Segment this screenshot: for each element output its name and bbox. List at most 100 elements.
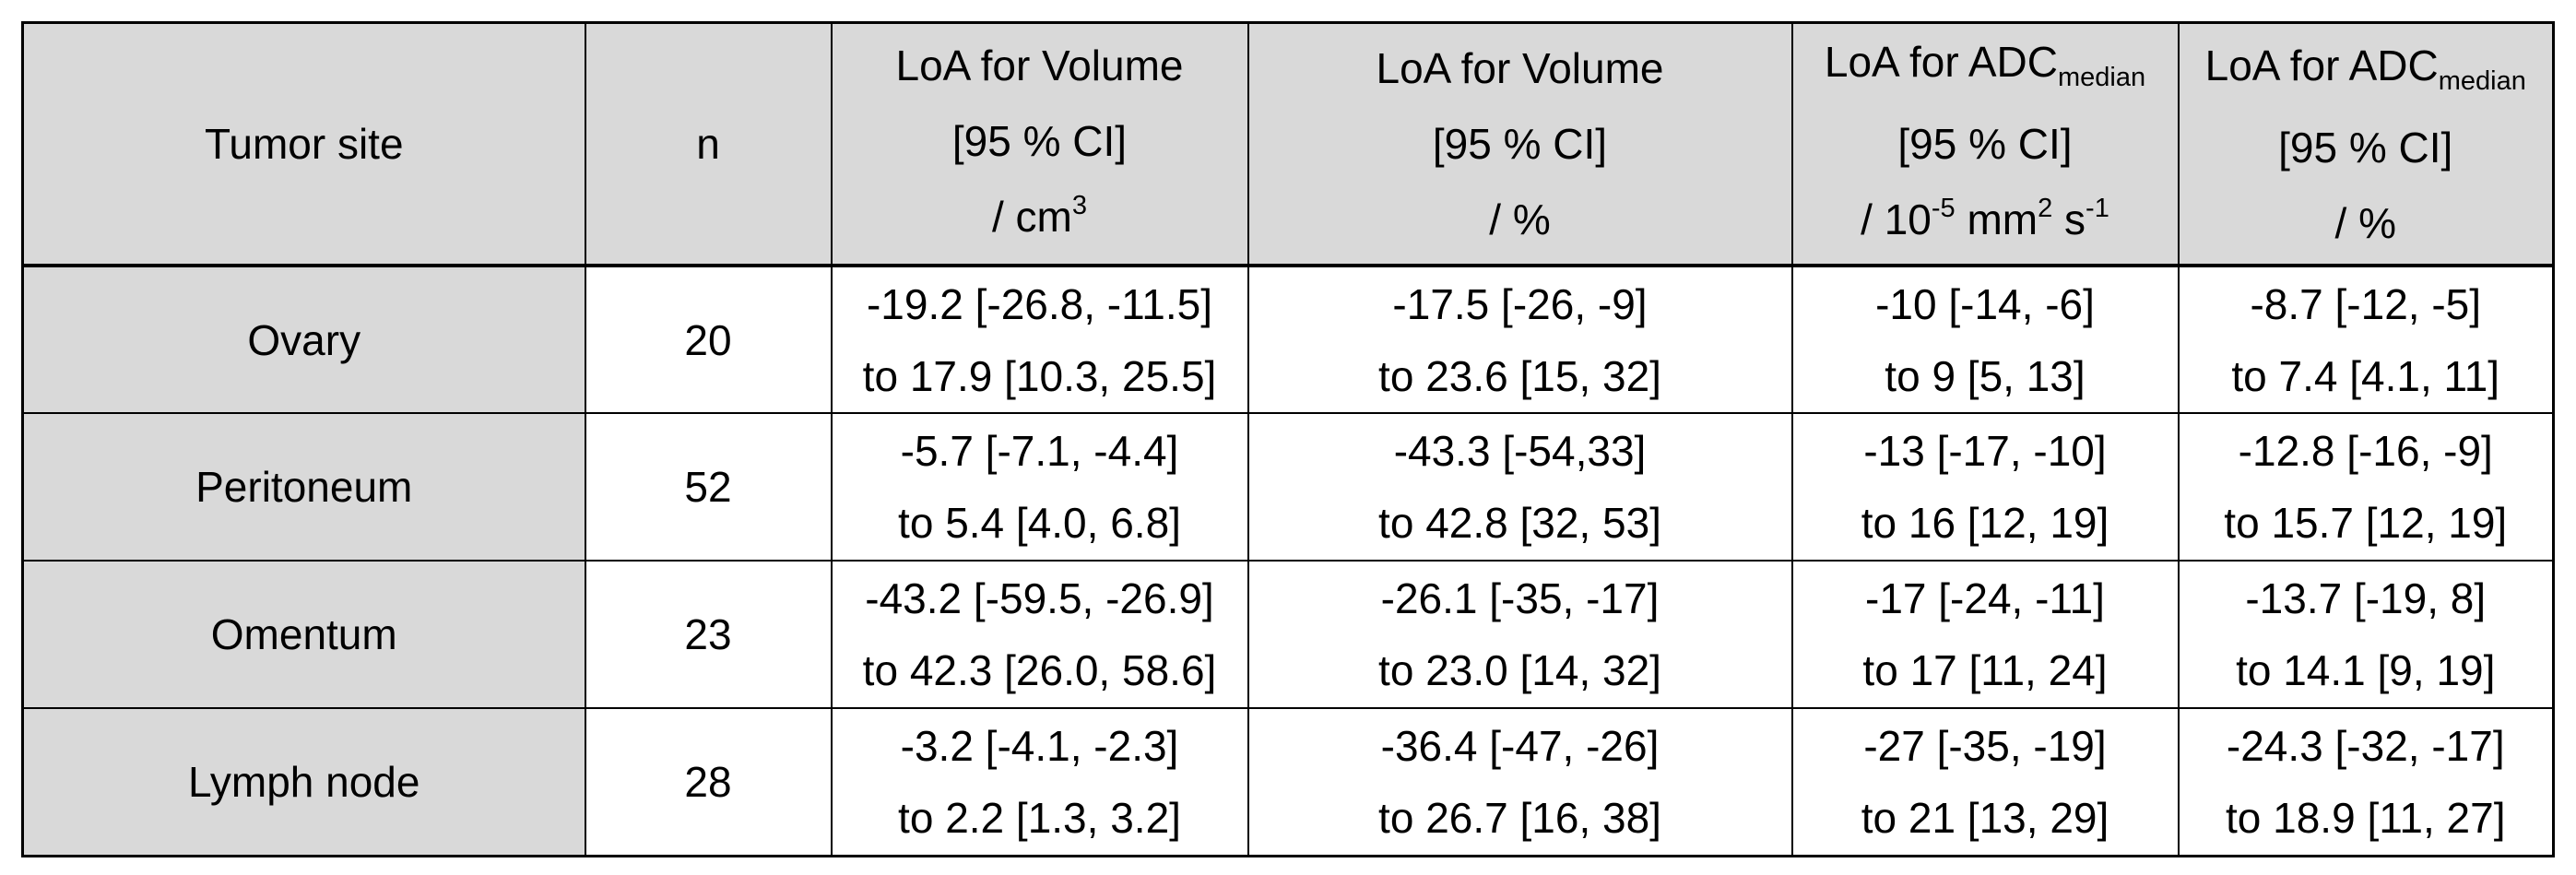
- table-row: Lymph node 28 -3.2 [-4.1, -2.3] to 2.2 [1.3…: [21, 707, 2555, 857]
- header-line: LoA for Volume: [833, 28, 1247, 103]
- header-line: [95 % CI]: [833, 103, 1247, 179]
- text-segment: s: [2052, 195, 2086, 243]
- cell-loa-volume-pct: -43.3 [-54,33] to 42.8 [32, 53]: [1247, 412, 1793, 562]
- cell-line: to 18.9 [11, 27]: [2226, 793, 2506, 842]
- cell-loa-volume-pct: -36.4 [-47, -26] to 26.7 [16, 38]: [1247, 707, 1793, 857]
- text-segment: [95 % CI]: [1432, 120, 1608, 168]
- cell-line: -3.2 [-4.1, -2.3]: [900, 721, 1179, 770]
- cell-tumor-site: Peritoneum: [21, 412, 586, 562]
- cell-line: -27 [-35, -19]: [1863, 721, 2107, 770]
- cell-line: -43.2 [-59.5, -26.9]: [865, 574, 1214, 622]
- cell-line: -5.7 [-7.1, -4.4]: [900, 427, 1179, 475]
- col-header-tumor-site: Tumor site: [21, 21, 586, 267]
- cell-loa-adc-median: -27 [-35, -19] to 21 [13, 29]: [1790, 707, 2180, 857]
- text-segment: LoA for Volume: [895, 41, 1184, 89]
- cell-line: -17 [-24, -11]: [1865, 574, 2105, 622]
- text-segment: LoA for Volume: [1376, 44, 1664, 92]
- cell-tumor-site: Omentum: [21, 560, 586, 709]
- loa-table: Tumor site n LoA for Volume [95 % CI] / cm…: [21, 21, 2555, 857]
- text-segment: / cm: [991, 192, 1072, 241]
- cell-line: to 42.8 [32, 53]: [1378, 499, 1661, 547]
- table-header: Tumor site n LoA for Volume [95 % CI] / cm…: [21, 21, 2555, 267]
- text-segment: LoA for ADC: [2204, 41, 2439, 89]
- cell-loa-adc-median-pct: -24.3 [-32, -17] to 18.9 [11, 27]: [2177, 707, 2555, 857]
- cell-line: to 17 [11, 24]: [1862, 646, 2108, 694]
- cell-line: -26.1 [-35, -17]: [1380, 574, 1660, 622]
- cell-line: to 17.9 [10.3, 25.5]: [862, 351, 1217, 400]
- text-segment: [95 % CI]: [2278, 123, 2453, 171]
- header-line: [95 % CI]: [1249, 106, 1791, 182]
- header-line: n: [586, 106, 831, 182]
- cell-loa-volume-cm3: -3.2 [-4.1, -2.3] to 2.2 [1.3, 3.2]: [830, 707, 1249, 857]
- cell-loa-adc-median-pct: -13.7 [-19, 8] to 14.1 [9, 19]: [2177, 560, 2555, 709]
- unit-sup-segment: -5: [1931, 194, 1956, 223]
- header-line: LoA for ADCmedian: [2180, 28, 2553, 110]
- cell-loa-adc-median-pct: -8.7 [-12, -5] to 7.4 [4.1, 11]: [2177, 265, 2555, 414]
- unit-sup-segment: -1: [2086, 194, 2109, 223]
- cell-n: 28: [584, 707, 833, 857]
- header-line: / %: [1249, 182, 1791, 257]
- cell-line: -10 [-14, -6]: [1875, 279, 2095, 328]
- cell-n: 20: [584, 265, 833, 414]
- cell-loa-volume-cm3: -19.2 [-26.8, -11.5] to 17.9 [10.3, 25.5]: [830, 265, 1249, 414]
- unit-sub-segment: median: [2058, 63, 2146, 92]
- col-header-loa-adc-median-pct: LoA for ADCmedian [95 % CI] / %: [2177, 21, 2555, 267]
- text-segment: Tumor site: [204, 120, 404, 168]
- cell-line: -36.4 [-47, -26]: [1380, 721, 1660, 770]
- cell-line: to 14.1 [9, 19]: [2236, 646, 2496, 694]
- table-row: Ovary 20 -19.2 [-26.8, -11.5] to 17.9 [10.3…: [21, 265, 2555, 414]
- header-line: [95 % CI]: [1793, 106, 2178, 182]
- text-segment: n: [696, 120, 720, 168]
- header-line: [95 % CI]: [2180, 110, 2553, 185]
- cell-tumor-site: Ovary: [21, 265, 586, 414]
- cell-line: to 7.4 [4.1, 11]: [2231, 351, 2500, 400]
- col-header-n: n: [584, 21, 833, 267]
- cell-tumor-site: Lymph node: [21, 707, 586, 857]
- unit-sup-segment: 3: [1071, 190, 1088, 220]
- text-segment: mm: [1955, 195, 2038, 243]
- cell-line: to 5.4 [4.0, 6.8]: [898, 499, 1181, 547]
- cell-line: to 23.6 [15, 32]: [1378, 351, 1661, 400]
- cell-line: -13.7 [-19, 8]: [2245, 574, 2487, 622]
- header-line: Tumor site: [24, 106, 585, 182]
- cell-loa-adc-median: -10 [-14, -6] to 9 [5, 13]: [1790, 265, 2180, 414]
- unit-sup-segment: 2: [2038, 194, 2053, 223]
- text-segment: LoA for ADC: [1824, 38, 2058, 86]
- header-row: Tumor site n LoA for Volume [95 % CI] / cm…: [21, 21, 2555, 267]
- table-row: Omentum 23 -43.2 [-59.5, -26.9] to 42.3 [26…: [21, 560, 2555, 709]
- header-line: LoA for ADCmedian: [1793, 24, 2178, 106]
- cell-loa-volume-cm3: -43.2 [-59.5, -26.9] to 42.3 [26.0, 58.6]: [830, 560, 1249, 709]
- cell-line: -12.8 [-16, -9]: [2238, 427, 2493, 475]
- text-segment: / 10: [1861, 195, 1932, 243]
- cell-n: 23: [584, 560, 833, 709]
- col-header-loa-volume-cm3: LoA for Volume [95 % CI] / cm3: [830, 21, 1249, 267]
- header-line: / cm3: [833, 179, 1247, 261]
- cell-line: -19.2 [-26.8, -11.5]: [866, 279, 1213, 328]
- cell-loa-volume-pct: -26.1 [-35, -17] to 23.0 [14, 32]: [1247, 560, 1793, 709]
- cell-line: to 26.7 [16, 38]: [1378, 793, 1661, 842]
- cell-line: -17.5 [-26, -9]: [1392, 279, 1648, 328]
- cell-line: -24.3 [-32, -17]: [2226, 721, 2505, 770]
- cell-line: -8.7 [-12, -5]: [2250, 279, 2482, 328]
- cell-line: -13 [-17, -10]: [1863, 427, 2107, 475]
- cell-line: to 23.0 [14, 32]: [1378, 646, 1661, 694]
- text-segment: [95 % CI]: [1897, 120, 2073, 168]
- text-segment: [95 % CI]: [951, 116, 1128, 165]
- cell-line: to 42.3 [26.0, 58.6]: [862, 646, 1217, 694]
- cell-line: -43.3 [-54,33]: [1393, 427, 1647, 475]
- cell-loa-volume-cm3: -5.7 [-7.1, -4.4] to 5.4 [4.0, 6.8]: [830, 412, 1249, 562]
- col-header-loa-adc-median: LoA for ADCmedian [95 % CI] / 10-5 mm2 s-1: [1790, 21, 2180, 267]
- cell-n: 52: [584, 412, 833, 562]
- cell-loa-adc-median-pct: -12.8 [-16, -9] to 15.7 [12, 19]: [2177, 412, 2555, 562]
- cell-loa-adc-median: -13 [-17, -10] to 16 [12, 19]: [1790, 412, 2180, 562]
- cell-loa-adc-median: -17 [-24, -11] to 17 [11, 24]: [1790, 560, 2180, 709]
- header-line: LoA for Volume: [1249, 30, 1791, 106]
- col-header-loa-volume-pct: LoA for Volume [95 % CI] / %: [1247, 21, 1793, 267]
- text-segment: / %: [2334, 198, 2396, 247]
- cell-line: to 9 [5, 13]: [1885, 351, 2086, 400]
- cell-line: to 21 [13, 29]: [1861, 793, 2109, 842]
- cell-line: to 2.2 [1.3, 3.2]: [898, 793, 1181, 842]
- cell-line: to 15.7 [12, 19]: [2224, 499, 2508, 547]
- header-line: / 10-5 mm2 s-1: [1793, 182, 2178, 264]
